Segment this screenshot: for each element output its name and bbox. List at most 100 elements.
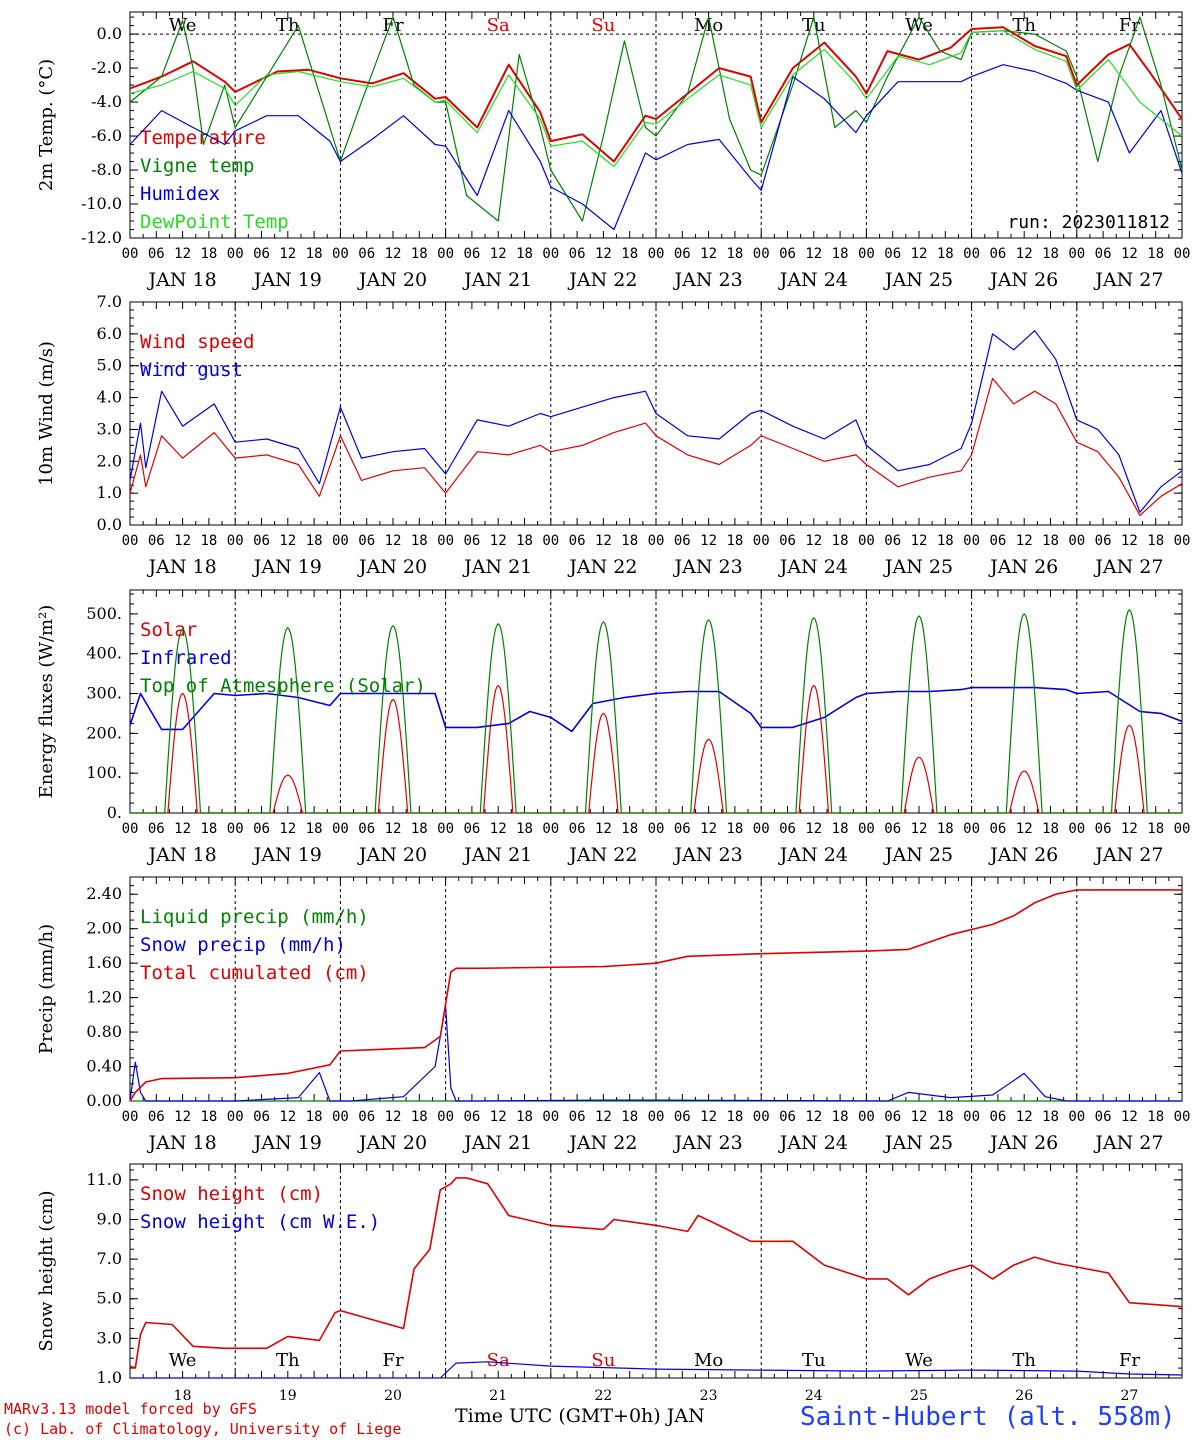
day-number-label: 27 xyxy=(1120,1388,1138,1404)
y-axis-label: 10m Wind (m/s) xyxy=(36,341,57,486)
legend-entry: Snow height (cm) xyxy=(140,1183,323,1205)
day-label: JAN 21 xyxy=(462,556,532,578)
legend-entry: Infrared xyxy=(140,647,232,669)
y-tick-label: 0.40 xyxy=(86,1057,122,1076)
y-tick-label: 0.0 xyxy=(97,24,122,43)
day-label: JAN 22 xyxy=(567,556,637,578)
legend-entry: Snow height (cm W.E.) xyxy=(140,1211,380,1233)
day-label: JAN 25 xyxy=(883,1132,953,1154)
y-tick-label: 3.0 xyxy=(97,419,122,438)
hour-label: 12 xyxy=(385,533,402,549)
hour-label: 18 xyxy=(621,1109,638,1125)
legend-entry: Solar xyxy=(140,619,197,641)
hour-label: 12 xyxy=(595,246,612,262)
y-tick-label: 0. xyxy=(107,803,122,822)
y-tick-label: 0.0 xyxy=(97,515,122,534)
hour-label: 12 xyxy=(1121,1109,1138,1125)
y-tick-label: 2.0 xyxy=(97,451,122,470)
hour-label: 06 xyxy=(884,1109,901,1125)
hour-label: 00 xyxy=(648,246,665,262)
hour-label: 12 xyxy=(700,821,717,837)
hour-label: 00 xyxy=(332,533,349,549)
weekday-label: Tu xyxy=(802,15,826,36)
hour-label: 06 xyxy=(253,533,270,549)
hour-label: 18 xyxy=(411,1109,428,1125)
day-label: JAN 24 xyxy=(778,844,848,866)
footer-credit: (c) Lab. of Climatology, University of L… xyxy=(4,1420,402,1438)
y-tick-label: -6.0 xyxy=(91,126,122,145)
hour-label: 12 xyxy=(911,246,928,262)
hour-label: 18 xyxy=(937,533,954,549)
hour-label: 00 xyxy=(227,246,244,262)
hour-label: 00 xyxy=(1174,821,1191,837)
y-tick-label: 1.0 xyxy=(97,1368,122,1387)
weekday-label: Su xyxy=(591,15,615,36)
hour-label: 06 xyxy=(148,1109,165,1125)
day-label: JAN 25 xyxy=(883,844,953,866)
hour-label: 12 xyxy=(595,533,612,549)
hour-label: 00 xyxy=(753,533,770,549)
hour-label: 18 xyxy=(411,246,428,262)
y-tick-label: 200. xyxy=(86,723,122,742)
hour-label: 12 xyxy=(1016,1109,1033,1125)
hour-label: 06 xyxy=(779,533,796,549)
day-number-label: 23 xyxy=(700,1388,718,1404)
day-label: JAN 24 xyxy=(778,1132,848,1154)
hour-label: 18 xyxy=(200,1109,217,1125)
hour-label: 12 xyxy=(279,533,296,549)
y-tick-label: 300. xyxy=(86,684,122,703)
hour-label: 18 xyxy=(937,821,954,837)
day-label: JAN 19 xyxy=(252,556,322,578)
y-tick-label: 5.0 xyxy=(97,356,122,375)
day-number-label: 26 xyxy=(1015,1388,1033,1404)
hour-label: 12 xyxy=(700,1109,717,1125)
hour-label: 00 xyxy=(437,246,454,262)
hour-label: 06 xyxy=(463,821,480,837)
hour-label: 06 xyxy=(253,821,270,837)
legend-entry: Humidex xyxy=(140,183,220,205)
hour-label: 00 xyxy=(858,821,875,837)
hour-label: 12 xyxy=(174,246,191,262)
day-label: JAN 18 xyxy=(147,1132,217,1154)
y-tick-label: 5.0 xyxy=(97,1289,122,1308)
day-label: JAN 22 xyxy=(567,844,637,866)
day-label: JAN 18 xyxy=(147,269,217,291)
hour-label: 00 xyxy=(1068,1109,1085,1125)
hour-label: 00 xyxy=(648,1109,665,1125)
hour-label: 00 xyxy=(122,1109,139,1125)
weekday-label: Th xyxy=(1012,1350,1036,1371)
day-label: JAN 23 xyxy=(673,269,743,291)
legend-entry: Wind speed xyxy=(140,331,254,353)
y-tick-label: 7.0 xyxy=(97,292,122,311)
hour-label: 00 xyxy=(858,1109,875,1125)
hour-label: 18 xyxy=(832,246,849,262)
hour-label: 06 xyxy=(358,533,375,549)
day-label: JAN 23 xyxy=(673,1132,743,1154)
hour-label: 00 xyxy=(1068,246,1085,262)
hour-label: 06 xyxy=(674,821,691,837)
weekday-label: Sa xyxy=(487,1350,510,1371)
hour-label: 18 xyxy=(726,1109,743,1125)
hour-label: 00 xyxy=(542,1109,559,1125)
hour-label: 12 xyxy=(805,246,822,262)
hour-label: 06 xyxy=(884,821,901,837)
hour-label: 06 xyxy=(148,246,165,262)
y-tick-label: 2.40 xyxy=(86,884,122,903)
day-label: JAN 22 xyxy=(567,1132,637,1154)
hour-label: 12 xyxy=(595,1109,612,1125)
series-line xyxy=(129,1005,1182,1102)
hour-label: 06 xyxy=(358,246,375,262)
hour-label: 12 xyxy=(911,821,928,837)
weekday-label: We xyxy=(169,15,197,36)
hour-label: 06 xyxy=(148,821,165,837)
day-label: JAN 20 xyxy=(357,1132,427,1154)
plot-frame xyxy=(129,589,1183,814)
hour-label: 00 xyxy=(122,533,139,549)
day-number-label: 25 xyxy=(910,1388,928,1404)
hour-label: 18 xyxy=(306,246,323,262)
hour-label: 18 xyxy=(1042,246,1059,262)
y-tick-label: 100. xyxy=(86,763,122,782)
hour-label: 06 xyxy=(463,1109,480,1125)
legend-entry: Wind gust xyxy=(140,359,243,381)
y-tick-label: 500. xyxy=(86,604,122,623)
